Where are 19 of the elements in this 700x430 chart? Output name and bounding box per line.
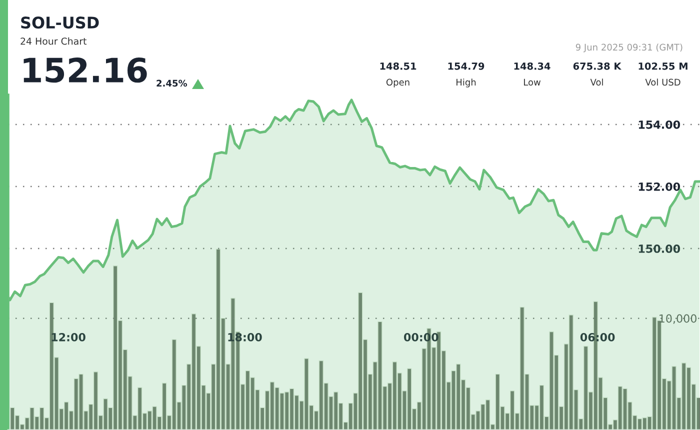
- text: 9 Jun 2025 09:31 (GMT): [576, 44, 682, 52]
- text: 2.45%: [156, 80, 188, 87]
- y-tick-label: 152.00: [638, 182, 680, 191]
- text: 148.34: [514, 62, 550, 70]
- y2-tick-label: 10,000: [660, 314, 696, 324]
- y-tick-label: 150.00: [638, 244, 680, 253]
- text: Vol USD: [645, 78, 680, 86]
- text: Open: [386, 78, 410, 88]
- text: 152.16: [24, 57, 147, 83]
- text: Vol: [590, 78, 603, 86]
- y-tick-label: 154.00: [638, 120, 680, 129]
- text: 102.55 M: [638, 62, 688, 70]
- text: 148.51: [380, 62, 416, 70]
- text: 675.38 K: [573, 62, 622, 70]
- chart-title: SOL-USD: [21, 16, 99, 29]
- text: Low: [524, 78, 541, 86]
- chart-subtitle: 24 Hour Chart: [20, 37, 86, 45]
- text: High: [456, 78, 476, 88]
- text: 154.79: [448, 62, 484, 70]
